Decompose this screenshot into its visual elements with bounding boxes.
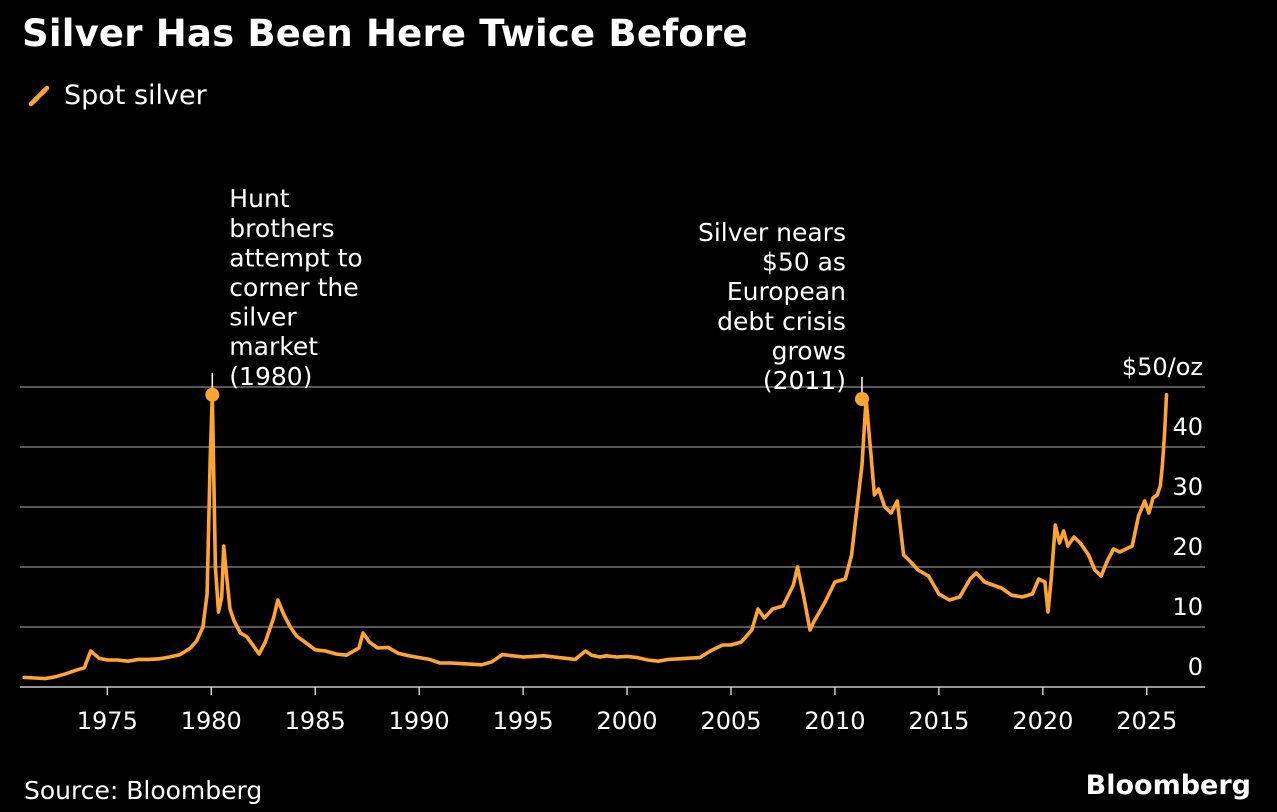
annotation-text-line: brothers xyxy=(229,214,334,243)
y-tick-label: 30 xyxy=(1172,473,1203,501)
chart-title: Silver Has Been Here Twice Before xyxy=(22,12,748,55)
series-line-spot-silver xyxy=(22,393,1169,681)
x-tick-label: 2025 xyxy=(1116,707,1177,735)
x-tick-label: 2020 xyxy=(1012,707,1073,735)
annotation-text-line: silver xyxy=(229,303,297,332)
legend-label: Spot silver xyxy=(64,80,207,111)
annotation-marker xyxy=(854,392,869,406)
x-tick-label: 1990 xyxy=(389,707,450,735)
annotation-text-line: Silver nears xyxy=(698,218,846,247)
annotation-text-line: attempt to xyxy=(229,243,362,272)
y-tick-label: 0 xyxy=(1188,653,1203,681)
annotation-text-line: Hunt xyxy=(229,184,289,213)
x-tick-label: 2010 xyxy=(804,707,865,735)
x-tick-label: 1975 xyxy=(77,707,138,735)
annotation-text-line: debt crisis xyxy=(717,307,846,336)
y-tick-label: 10 xyxy=(1172,593,1203,621)
x-tick-label: 2000 xyxy=(597,707,658,735)
annotation-text-line: $50 as xyxy=(762,248,846,277)
legend: Spot silver xyxy=(26,80,207,111)
x-tick-label: 2005 xyxy=(700,707,761,735)
annotation-text-line: grows xyxy=(772,336,846,365)
annotation-text-line: (1980) xyxy=(229,362,312,391)
x-tick-label: 1985 xyxy=(285,707,346,735)
legend-swatch-icon xyxy=(28,85,50,106)
x-tick-label: 1995 xyxy=(493,707,554,735)
y-tick-label: $50/oz xyxy=(1122,353,1203,381)
annotation-text-line: corner the xyxy=(229,273,358,302)
y-tick-label: 40 xyxy=(1172,413,1203,441)
y-tick-label: 20 xyxy=(1172,533,1203,561)
x-tick-label: 2015 xyxy=(908,707,969,735)
annotation-text-line: market xyxy=(229,332,318,361)
x-tick-label: 1980 xyxy=(181,707,242,735)
annotation-marker xyxy=(205,387,220,402)
annotation-text-line: (2011) xyxy=(763,366,846,395)
brand-logo: Bloomberg xyxy=(1085,770,1251,801)
chart-area: 0 10 20 30 40 $50/oz 1975 1980 1985 1990 1995 2000 2… xyxy=(20,184,1205,735)
source-note: Source: Bloomberg xyxy=(24,776,263,805)
annotation-text-line: European xyxy=(727,277,846,306)
